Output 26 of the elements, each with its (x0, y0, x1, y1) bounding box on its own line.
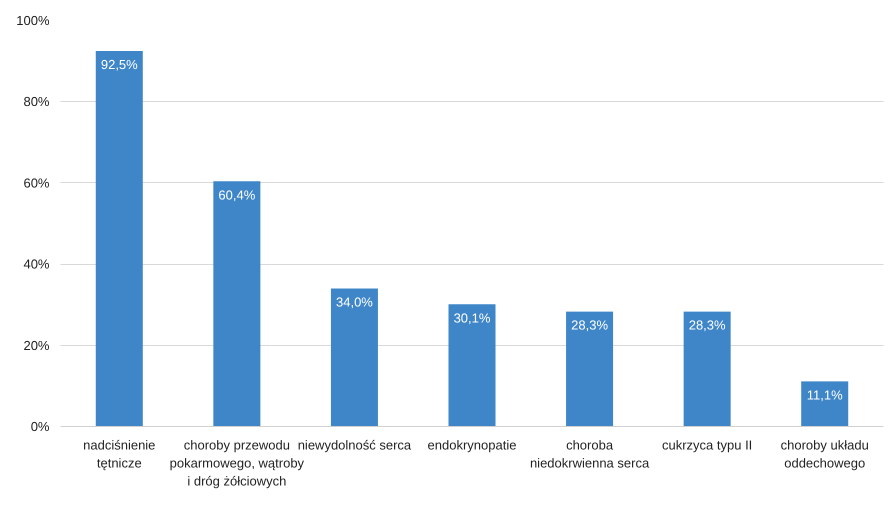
x-tick-label: endokrynopatie (428, 438, 516, 452)
data-label: 60,4% (218, 187, 256, 202)
bar (96, 50, 143, 426)
bar (213, 181, 260, 426)
bar (566, 312, 614, 426)
data-label: 28,3% (688, 318, 726, 333)
data-label: 30,1% (454, 310, 491, 326)
data-label: 11,1% (806, 387, 844, 402)
bar (330, 288, 378, 426)
bar (448, 304, 496, 426)
data-label: 34,0% (336, 294, 374, 310)
y-tick-label: 20% (23, 338, 50, 353)
y-tick-label: 0% (30, 419, 50, 434)
bar (684, 312, 731, 426)
x-tick-label: choroby układu oddechowego (780, 438, 869, 470)
data-label: 92,5% (100, 56, 138, 72)
y-tick-label: 60% (23, 175, 50, 190)
x-tick-label: nadciśnienie tętnicze (83, 438, 156, 470)
y-tick-label: 40% (23, 256, 50, 272)
y-tick-label: 80% (23, 94, 50, 110)
x-tick-label: choroba niedokrwienna serca (530, 438, 650, 470)
x-tick-label: cukrzyca typu II (662, 438, 752, 452)
bar (801, 381, 848, 426)
data-label: 28,3% (571, 318, 608, 333)
y-tick-label: 100% (16, 13, 50, 28)
x-tick-label: niewydolność serca (298, 438, 412, 452)
